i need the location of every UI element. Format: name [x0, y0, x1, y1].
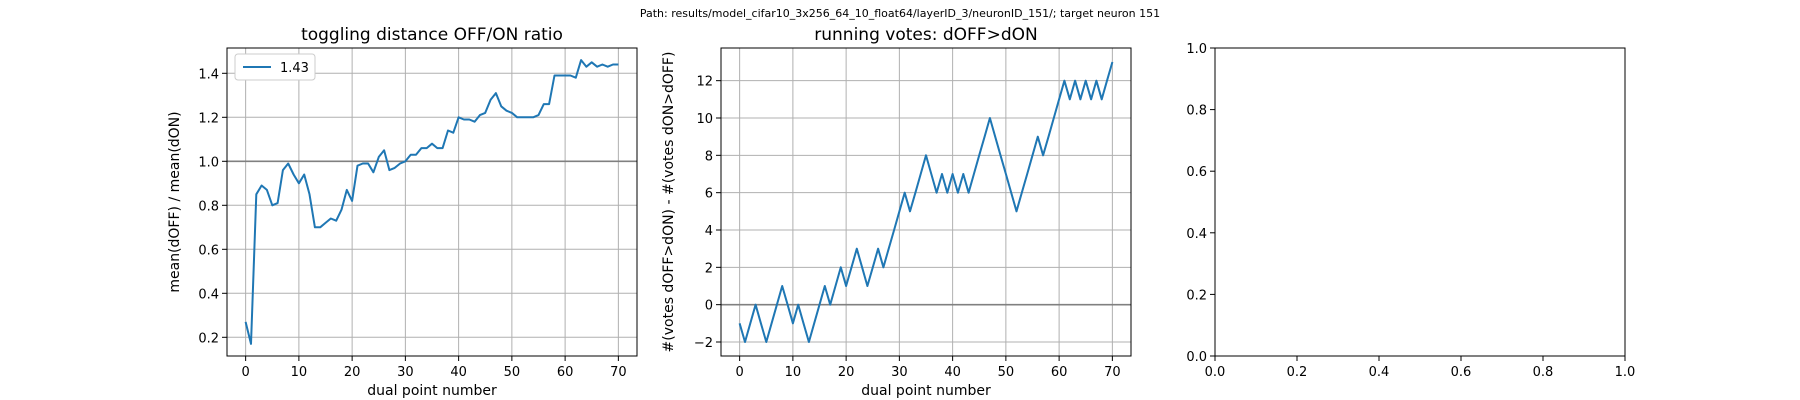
x-tick-label: 0.2: [1287, 365, 1308, 380]
y-tick-label: 1.4: [198, 67, 219, 82]
x-tick-label: 70: [1104, 365, 1121, 380]
x-axis-label: dual point number: [861, 383, 991, 399]
x-tick-label: 10: [785, 365, 802, 380]
x-tick-label: 30: [891, 365, 908, 380]
x-tick-label: 0.8: [1533, 365, 1554, 380]
y-axis-label: #(votes dOFF>dON) - #(votes dON>dOFF): [661, 52, 677, 353]
y-tick-label: 0.0: [1186, 350, 1207, 365]
x-tick-label: 50: [998, 365, 1015, 380]
chart-title: toggling distance OFF/ON ratio: [301, 25, 563, 45]
subplot-2: 0 10 20 30 40 50 60 70 −2 0 2 4 6 8 10 12 running votes:…: [661, 25, 1132, 399]
x-tick-label: 0: [735, 365, 743, 380]
y-tick-label: 8: [705, 149, 713, 164]
x-tick-label: 70: [610, 365, 627, 380]
x-tick-label: 60: [557, 365, 574, 380]
x-tick-label: 50: [504, 365, 521, 380]
subplot-1: 0 10 20 30 40 50 60 70 0.2 0.4 0.6 0.8 1.0 1.2 1.4 togg…: [167, 25, 638, 399]
subplot-3: 0.0 0.2 0.4 0.6 0.8 1.0 0.0 0.2 0.4 0.6 0.8 1.0: [1186, 42, 1635, 380]
y-tick-label: −2: [694, 336, 713, 351]
y-tick-label: 0.4: [1186, 227, 1207, 242]
x-tick-label: 10: [291, 365, 308, 380]
chart-title: running votes: dOFF>dON: [814, 25, 1037, 45]
x-tick-label: 0.4: [1369, 365, 1390, 380]
legend-label: 1.43: [280, 61, 309, 76]
y-tick-label: 4: [705, 224, 713, 239]
y-tick-label: 1.0: [1186, 42, 1207, 57]
y-tick-label: 0: [705, 299, 713, 314]
y-tick-label: 0.6: [1186, 165, 1207, 180]
x-tick-label: 0.0: [1205, 365, 1226, 380]
series-line-1: [738, 61, 1114, 343]
x-tick-label: 40: [450, 365, 467, 380]
y-tick-label: 0.4: [198, 287, 219, 302]
axes-frame: [1214, 47, 1626, 357]
x-tick-label: 20: [838, 365, 855, 380]
y-tick-label: 2: [705, 261, 713, 276]
y-tick-label: 10: [696, 112, 713, 127]
axes-frame: [226, 47, 638, 357]
x-tick-label: 20: [344, 365, 361, 380]
legend: 1.43: [234, 53, 316, 81]
x-tick-label: 30: [397, 365, 414, 380]
y-tick-label: 0.6: [198, 243, 219, 258]
y-tick-label: 12: [696, 75, 713, 90]
y-tick-label: 0.2: [198, 331, 219, 346]
y-tick-label: 1.0: [198, 155, 219, 170]
axes-frame: [720, 47, 1132, 357]
y-tick-label: 6: [705, 187, 713, 202]
x-tick-label: 60: [1051, 365, 1068, 380]
series-line-1: [244, 59, 619, 345]
figure-suptitle: Path: results/model_cifar10_3x256_64_10_…: [640, 7, 1160, 20]
y-axis-label: mean(dOFF) / mean(dON): [167, 111, 183, 292]
x-tick-label: 0: [241, 365, 249, 380]
subplot-grid: 0 10 20 30 40 50 60 700.20.40.60.81.01.21.4togg…: [167, 25, 1635, 399]
x-tick-label: 40: [944, 365, 961, 380]
legend-frame: [234, 53, 316, 81]
y-tick-label: 0.8: [1186, 104, 1207, 119]
y-tick-label: 1.2: [198, 111, 219, 126]
x-tick-label: 1.0: [1615, 365, 1636, 380]
y-tick-label: 0.2: [1186, 288, 1207, 303]
x-tick-label: 0.6: [1451, 365, 1472, 380]
x-axis-label: dual point number: [367, 383, 497, 399]
y-tick-label: 0.8: [198, 199, 219, 214]
